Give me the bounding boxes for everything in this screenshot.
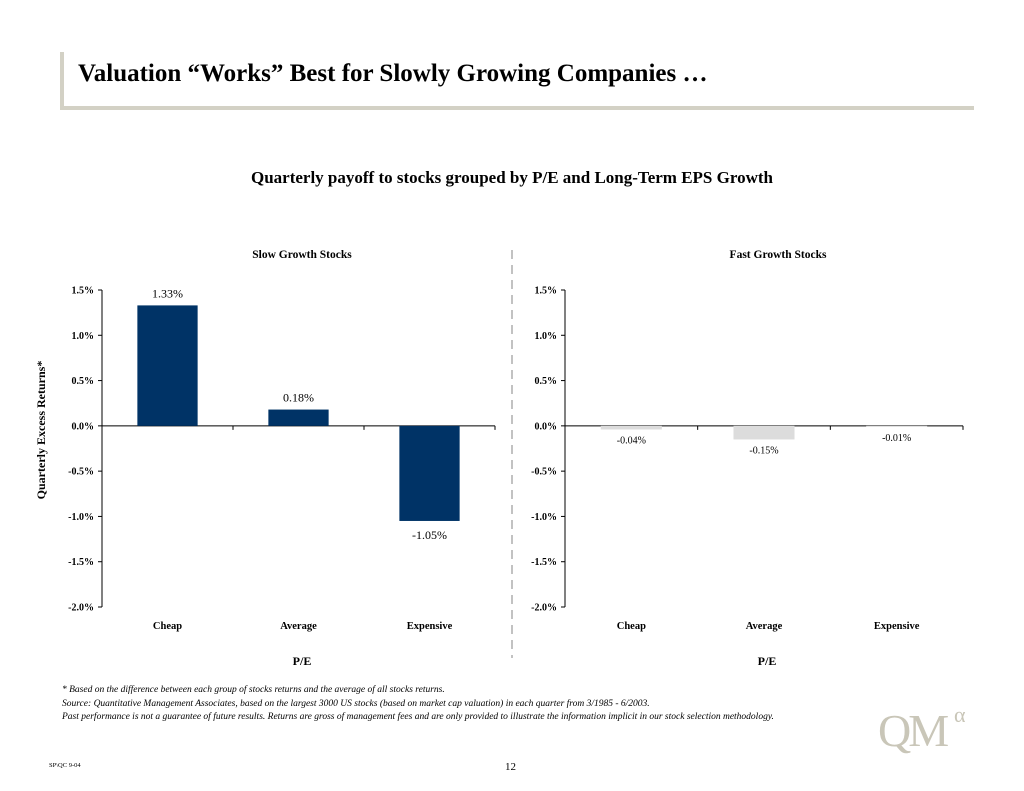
page-number: 12: [505, 761, 516, 773]
fast-y-tick-label: -0.5%: [531, 467, 557, 478]
slow-bar-expensive: [399, 425, 460, 521]
fast-x-category-label: Expensive: [874, 621, 920, 632]
fast-y-tick-label: -1.5%: [531, 557, 557, 568]
fast-bar-cheap: [600, 425, 662, 430]
slow-data-label: 1.33%: [152, 286, 183, 300]
fast-y-tick-label: 1.5%: [535, 286, 558, 297]
logo-letters: QM: [878, 705, 949, 756]
fast-bar-average: [733, 425, 795, 440]
slow-chart-title: Slow Growth Stocks: [252, 249, 352, 261]
fast-y-tick-label: 0.5%: [535, 376, 558, 387]
footnote-definition: * Based on the difference between each g…: [62, 685, 445, 695]
slow-data-label: -1.05%: [412, 528, 447, 542]
fast-data-label: -0.01%: [882, 433, 911, 444]
slow-y-tick-label: -0.5%: [68, 467, 94, 478]
fast-data-label: -0.04%: [617, 435, 646, 446]
footnotes: * Based on the difference between each g…: [62, 684, 774, 725]
slow-y-tick-label: 1.0%: [72, 331, 95, 342]
page-title: Valuation “Works” Best for Slowly Growin…: [78, 60, 708, 87]
slow-y-tick-label: 0.0%: [72, 421, 95, 432]
fast-chart-title: Fast Growth Stocks: [730, 249, 827, 261]
qm-logo: QM α: [878, 700, 978, 780]
slow-bar-cheap: [137, 305, 198, 426]
slow-y-tick-label: 0.5%: [72, 376, 95, 387]
slow-y-tick-label: 1.5%: [72, 286, 95, 297]
footer-code: SP\QC 9-04: [49, 762, 81, 769]
chart-subtitle: Quarterly payoff to stocks grouped by P/…: [250, 168, 773, 187]
slow-y-tick-label: -1.0%: [68, 512, 94, 523]
title-bar: [60, 52, 974, 110]
fast-x-category-label: Average: [746, 621, 783, 632]
slow-x-category-label: Expensive: [407, 621, 453, 632]
fast-bar-expensive: [866, 425, 928, 427]
slow-x-category-label: Cheap: [153, 621, 182, 632]
footnote-disclaimer: Past performance is not a guarantee of f…: [62, 712, 774, 722]
slow-y-tick-label: -2.0%: [68, 603, 94, 614]
slow-y-axis-title: Quarterly Excess Returns*: [34, 361, 48, 500]
slow-bar-average: [268, 409, 329, 426]
logo-alpha: α: [954, 702, 966, 727]
fast-x-axis-title: P/E: [758, 654, 777, 668]
fast-y-tick-label: -1.0%: [531, 512, 557, 523]
slow-y-tick-label: -1.5%: [68, 557, 94, 568]
slow-x-axis-title: P/E: [293, 654, 312, 668]
fast-data-label: -0.15%: [749, 445, 778, 456]
slow-x-category-label: Average: [280, 621, 317, 632]
fast-x-category-label: Cheap: [617, 621, 646, 632]
fast-y-tick-label: 1.0%: [535, 331, 558, 342]
slow-data-label: 0.18%: [283, 391, 314, 405]
footnote-source: Source: Quantitative Management Associat…: [62, 698, 650, 709]
fast-y-tick-label: 0.0%: [535, 421, 558, 432]
fast-y-tick-label: -2.0%: [531, 603, 557, 614]
